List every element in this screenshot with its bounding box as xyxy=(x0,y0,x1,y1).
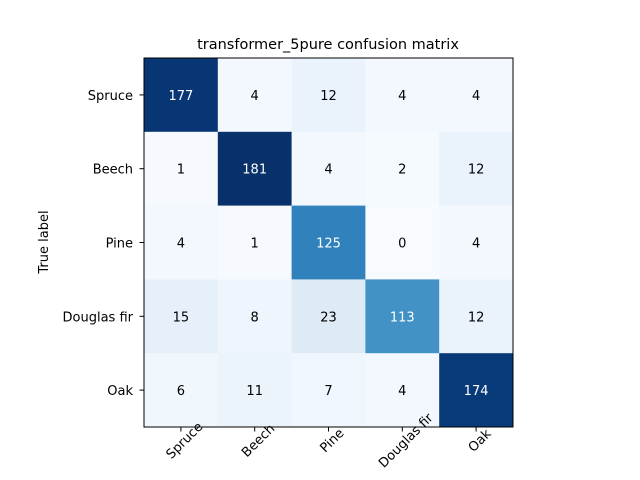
heatmap-cell xyxy=(439,58,514,133)
y-tick-label: Spruce xyxy=(88,89,133,104)
cell-value-label: 4 xyxy=(398,89,406,104)
cell-value-label: 181 xyxy=(242,163,267,178)
cell-value-label: 12 xyxy=(320,89,337,104)
cell-value-label: 4 xyxy=(324,163,332,178)
cell-value-label: 4 xyxy=(398,384,406,399)
heatmap-cell xyxy=(365,353,440,428)
cell-value-label: 7 xyxy=(324,384,332,399)
heatmap-cell xyxy=(365,279,440,354)
heatmap-cell xyxy=(217,279,293,354)
cell-value-label: 177 xyxy=(168,89,193,104)
cell-value-label: 0 xyxy=(398,237,406,252)
cell-value-label: 4 xyxy=(251,89,259,104)
cell-value-labels: 177 4 12 4 4 1 181 4 2 12 4 1 125 0 4 15 8 23 113 12 6 11 7 4 17… xyxy=(168,89,488,399)
heatmap-cell xyxy=(217,353,293,428)
y-tick-label: Douglas fir xyxy=(63,310,134,325)
heatmap-cell xyxy=(439,279,514,354)
heatmap-cell xyxy=(144,353,219,428)
cell-value-label: 174 xyxy=(464,384,489,399)
heatmap-cell xyxy=(144,131,219,207)
cell-value-label: 11 xyxy=(246,384,263,399)
y-tick-label: Oak xyxy=(107,384,133,399)
cell-value-label: 12 xyxy=(468,163,485,178)
heatmap-cell xyxy=(144,279,219,354)
heatmap-cell xyxy=(291,279,366,354)
cell-value-label: 2 xyxy=(398,163,406,178)
cell-value-label: 4 xyxy=(472,237,480,252)
heatmap-cell xyxy=(291,353,366,428)
cell-value-label: 8 xyxy=(251,310,259,325)
heatmap-cell xyxy=(144,58,219,133)
heatmap-cell xyxy=(217,131,293,207)
heatmap-cell xyxy=(439,205,514,280)
heatmap-cell xyxy=(439,131,514,207)
heatmap-cell xyxy=(291,131,366,207)
cell-value-label: 23 xyxy=(320,310,337,325)
chart-title: transformer_5pure confusion matrix xyxy=(197,37,459,53)
heatmap-cell xyxy=(217,58,293,133)
cell-value-label: 12 xyxy=(468,310,485,325)
heatmap-cell xyxy=(365,58,440,133)
heatmap-cell xyxy=(365,131,440,207)
y-axis-ticks: Spruce Beech Pine Douglas fir Oak xyxy=(63,89,144,399)
cell-value-label: 4 xyxy=(177,237,185,252)
heatmap-cell xyxy=(365,205,440,280)
heatmap-cells xyxy=(144,58,514,428)
cell-value-label: 1 xyxy=(251,237,259,252)
y-tick-label: Pine xyxy=(106,237,133,252)
y-tick-label: Beech xyxy=(93,163,133,178)
y-axis-label: True label xyxy=(37,210,52,274)
heatmap-cell xyxy=(144,205,219,280)
cell-value-label: 1 xyxy=(177,163,185,178)
cell-value-label: 6 xyxy=(177,384,185,399)
cell-value-label: 113 xyxy=(390,310,415,325)
cell-value-label: 4 xyxy=(472,89,480,104)
heatmap-cell xyxy=(291,58,366,133)
cell-value-label: 125 xyxy=(316,237,341,252)
cell-value-label: 15 xyxy=(173,310,190,325)
heatmap-cell xyxy=(439,353,514,428)
heatmap-cell xyxy=(217,205,293,280)
heatmap-cell xyxy=(291,205,366,280)
